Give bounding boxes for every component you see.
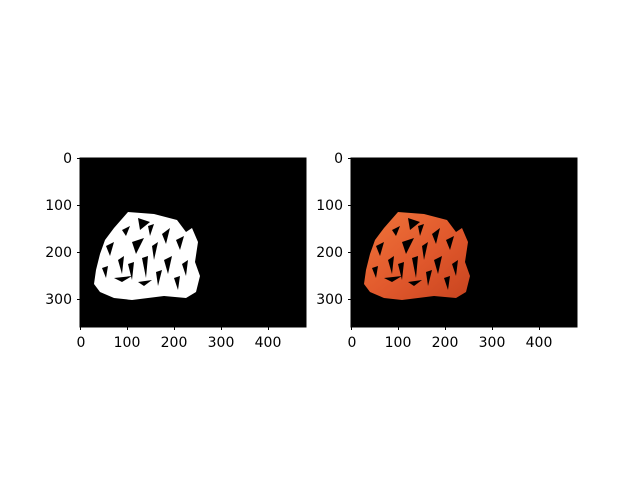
mask-x-tick-label: 400 [255, 335, 282, 351]
mask-y-tick-label: 0 [63, 151, 72, 167]
mask-y-tick-label: 300 [45, 292, 72, 308]
panel-mask: 0 100 200 300 0 100 200 300 400 [45, 151, 307, 351]
masked-image-y-tick-label: 100 [316, 198, 343, 214]
masked-image-x-tick-label: 200 [432, 335, 459, 351]
mask-frame [79, 157, 307, 328]
panel-masked-image: 0 100 200 300 0 100 200 300 400 [316, 151, 578, 351]
masked-image-frame [350, 157, 578, 328]
mask-y-axis: 0 100 200 300 [45, 151, 80, 308]
masked-image-x-tick-label: 0 [348, 335, 357, 351]
mask-y-tick-label: 100 [45, 198, 72, 214]
mask-y-tick-label: 200 [45, 245, 72, 261]
mask-x-axis: 0 100 200 300 400 [77, 327, 282, 351]
masked-image-x-axis: 0 100 200 300 400 [348, 327, 553, 351]
masked-image-x-tick-label: 300 [479, 335, 506, 351]
mask-x-tick-label: 200 [161, 335, 188, 351]
masked-image-y-tick-label: 300 [316, 292, 343, 308]
masked-image-x-tick-label: 400 [526, 335, 553, 351]
masked-image-y-tick-label: 200 [316, 245, 343, 261]
masked-image-x-tick-label: 100 [385, 335, 412, 351]
masked-image-y-tick-label: 0 [334, 151, 343, 167]
masked-image-y-axis: 0 100 200 300 [316, 151, 351, 308]
mask-x-tick-label: 0 [77, 335, 86, 351]
mask-x-tick-label: 100 [114, 335, 141, 351]
mask-x-tick-label: 300 [208, 335, 235, 351]
